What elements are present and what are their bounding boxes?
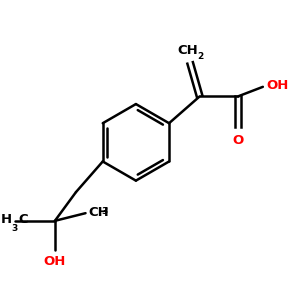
Text: C: C [19,213,28,226]
Text: 2: 2 [197,52,203,61]
Text: CH: CH [178,44,199,57]
Text: 3: 3 [102,207,108,216]
Text: OH: OH [267,80,289,92]
Text: O: O [232,134,244,147]
Text: CH: CH [88,206,109,219]
Text: OH: OH [44,255,66,268]
Text: H: H [1,213,12,226]
Text: 3: 3 [12,224,18,233]
